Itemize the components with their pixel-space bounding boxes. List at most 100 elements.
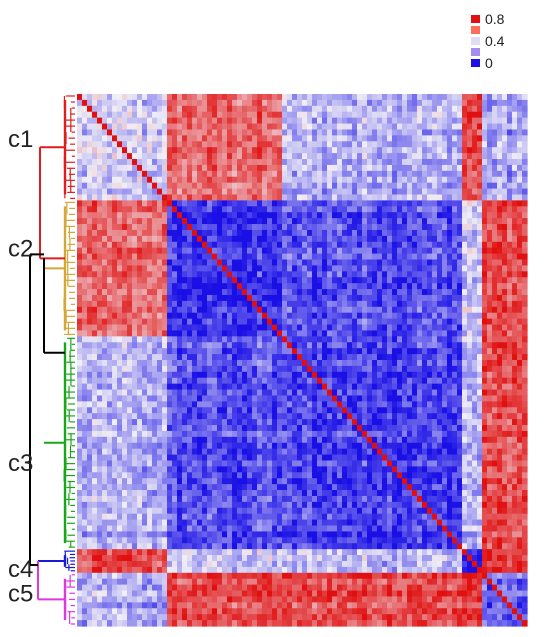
heatmap-cell [247,318,253,326]
heatmap-cell [397,354,403,361]
heatmap-cell [342,123,348,131]
heatmap-cell [417,206,423,213]
heatmap-cell [422,371,428,379]
heatmap-cell [122,294,128,302]
heatmap-cell [102,111,108,119]
heatmap-cell [147,182,153,190]
heatmap-cell [417,224,423,231]
heatmap-cell [487,176,493,184]
heatmap-cell [457,147,463,154]
heatmap-cell [522,99,528,107]
heatmap-cell [212,330,218,337]
heatmap-cell [337,182,343,190]
heatmap-cell [332,235,338,243]
heatmap-cell [422,306,428,314]
heatmap-cell [287,141,293,148]
heatmap-cell [267,123,273,131]
heatmap-cell [482,324,488,332]
heatmap-cell [407,188,413,196]
heatmap-cell [497,229,503,237]
heatmap-cell [217,253,223,261]
heatmap-cell [347,129,353,136]
heatmap-cell [472,170,478,178]
heatmap-cell [472,253,478,261]
heatmap-cell [142,413,148,420]
heatmap-cell [367,371,373,379]
heatmap-cell [302,212,308,219]
heatmap-cell [352,200,358,207]
heatmap-cell [282,212,288,219]
heatmap-cell [102,413,108,420]
heatmap-cell [337,99,343,107]
heatmap-cell [417,94,423,101]
heatmap-cell [357,306,363,314]
heatmap-cell [122,413,128,420]
heatmap-cell [512,277,518,284]
heatmap-cell [272,117,278,125]
heatmap-cell [522,342,528,349]
heatmap-cell [97,330,103,337]
heatmap-cell [392,265,398,272]
heatmap-cell [182,164,188,172]
heatmap-cell [177,360,183,367]
heatmap-cell [92,342,98,349]
heatmap-cell [407,401,413,408]
heatmap-cell [172,235,178,243]
heatmap-cell [122,153,128,160]
heatmap-cell [127,253,133,261]
heatmap-cell [442,289,448,296]
heatmap-cell [352,324,358,332]
heatmap-cell [372,354,378,361]
heatmap-cell [477,401,483,408]
heatmap-cell [517,229,523,237]
heatmap-cell [107,377,113,385]
heatmap-cell [102,105,108,113]
heatmap-cell [362,241,368,249]
heatmap-cell [427,94,433,101]
heatmap-cell [422,176,428,184]
heatmap-cell [267,407,273,414]
heatmap-cell [187,354,193,361]
heatmap-cell [252,111,258,119]
heatmap-cell [517,283,523,290]
heatmap-cell [422,324,428,332]
heatmap-cell [437,354,443,361]
heatmap-cell [482,94,488,101]
heatmap-cell [392,129,398,136]
heatmap-cell [442,182,448,190]
heatmap-cell [177,324,183,332]
heatmap-cell [207,294,213,302]
heatmap-cell [437,99,443,107]
heatmap-cell [317,289,323,296]
heatmap-cell [292,159,298,166]
heatmap-cell [462,176,468,184]
heatmap-cell [282,342,288,349]
heatmap-cell [307,395,313,402]
heatmap-cell [332,218,338,225]
heatmap-cell [207,111,213,119]
heatmap-cell [277,206,283,213]
heatmap-cell [342,212,348,219]
heatmap-cell [162,259,168,267]
heatmap-cell [482,294,488,302]
heatmap-cell [82,294,88,302]
heatmap-cell [152,153,158,160]
heatmap-cell [402,348,408,355]
heatmap-cell [422,224,428,231]
heatmap-cell [467,395,473,402]
heatmap-cell [502,401,508,408]
heatmap-cell [387,265,393,272]
heatmap-cell [347,277,353,284]
heatmap-cell [432,294,438,302]
heatmap-cell [242,371,248,379]
heatmap-cell [457,141,463,148]
heatmap-cell [342,117,348,125]
heatmap-cell [167,194,173,201]
heatmap-cell [252,94,258,101]
heatmap-cell [522,212,528,219]
heatmap-cell [147,105,153,113]
heatmap-cell [487,354,493,361]
heatmap-cell [387,147,393,154]
heatmap-cell [517,247,523,255]
heatmap-cell [112,153,118,160]
